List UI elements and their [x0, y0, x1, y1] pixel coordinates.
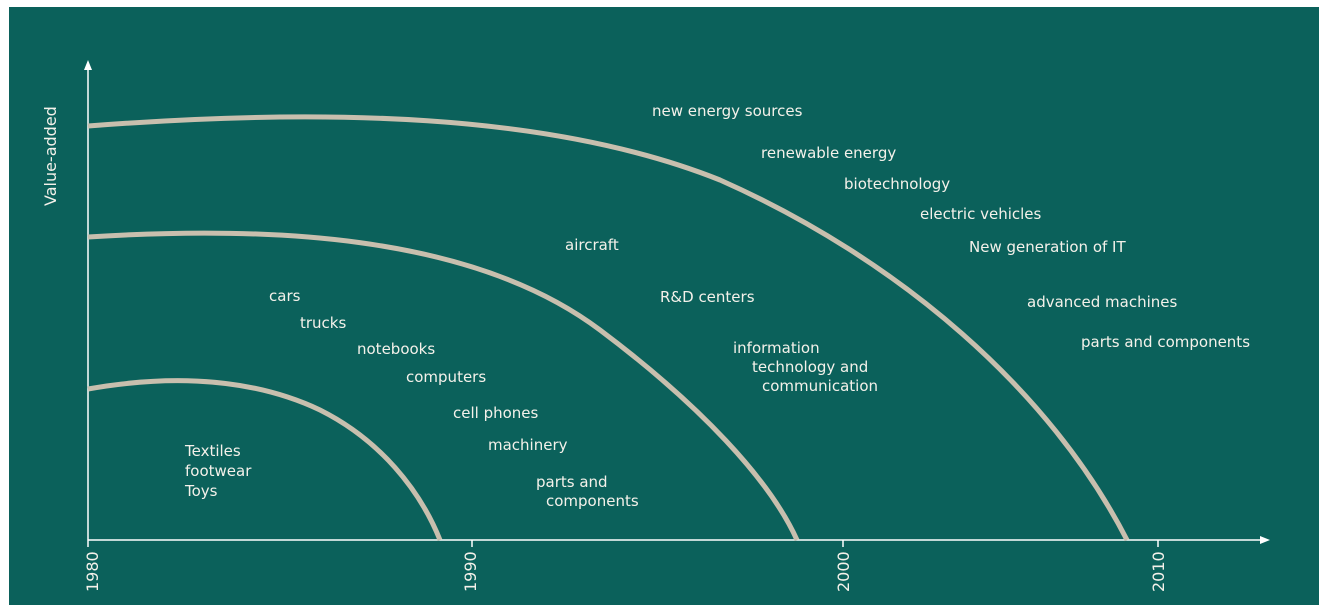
- label-new-energy-sources: new energy sources: [652, 102, 803, 120]
- label-electric-vehicles: electric vehicles: [920, 205, 1042, 223]
- x-tick-label-1980: 1980: [83, 551, 102, 592]
- y-axis-title: Value-added: [41, 106, 60, 206]
- y-axis-arrow: [84, 60, 92, 70]
- label-information: information: [733, 339, 820, 357]
- label-footwear: footwear: [185, 462, 252, 480]
- low-value-curve: [87, 378, 443, 541]
- label-machinery: machinery: [488, 436, 568, 454]
- label-renewable-energy: renewable energy: [761, 144, 897, 162]
- label-rd-centers: R&D centers: [660, 288, 755, 306]
- label-computers: computers: [406, 368, 487, 386]
- top-value-curve: [87, 114, 1130, 542]
- x-tick-label-2010: 2010: [1149, 551, 1168, 592]
- label-aircraft: aircraft: [565, 236, 619, 254]
- label-notebooks: notebooks: [357, 340, 436, 358]
- label-parts-and: parts and: [536, 473, 608, 491]
- label-advanced-machines: advanced machines: [1027, 293, 1178, 311]
- label-cars: cars: [269, 287, 301, 305]
- x-axis-arrow: [1260, 536, 1270, 544]
- label-trucks: trucks: [300, 314, 347, 332]
- label-cell-phones: cell phones: [453, 404, 539, 422]
- label-new-generation-it: New generation of IT: [969, 238, 1126, 256]
- diagram-panel: [9, 7, 1319, 605]
- x-tick-label-1990: 1990: [461, 551, 480, 592]
- label-technology-and: technology and: [752, 358, 869, 376]
- label-toys: Toys: [185, 482, 218, 500]
- label-parts-and-components: parts and components: [1081, 333, 1251, 351]
- x-tick-label-2000: 2000: [834, 551, 853, 592]
- label-components: components: [546, 492, 639, 510]
- mid-value-curve: [87, 230, 800, 542]
- label-biotechnology: biotechnology: [844, 175, 951, 193]
- label-communication: communication: [762, 377, 879, 395]
- label-textiles: Textiles: [185, 442, 241, 460]
